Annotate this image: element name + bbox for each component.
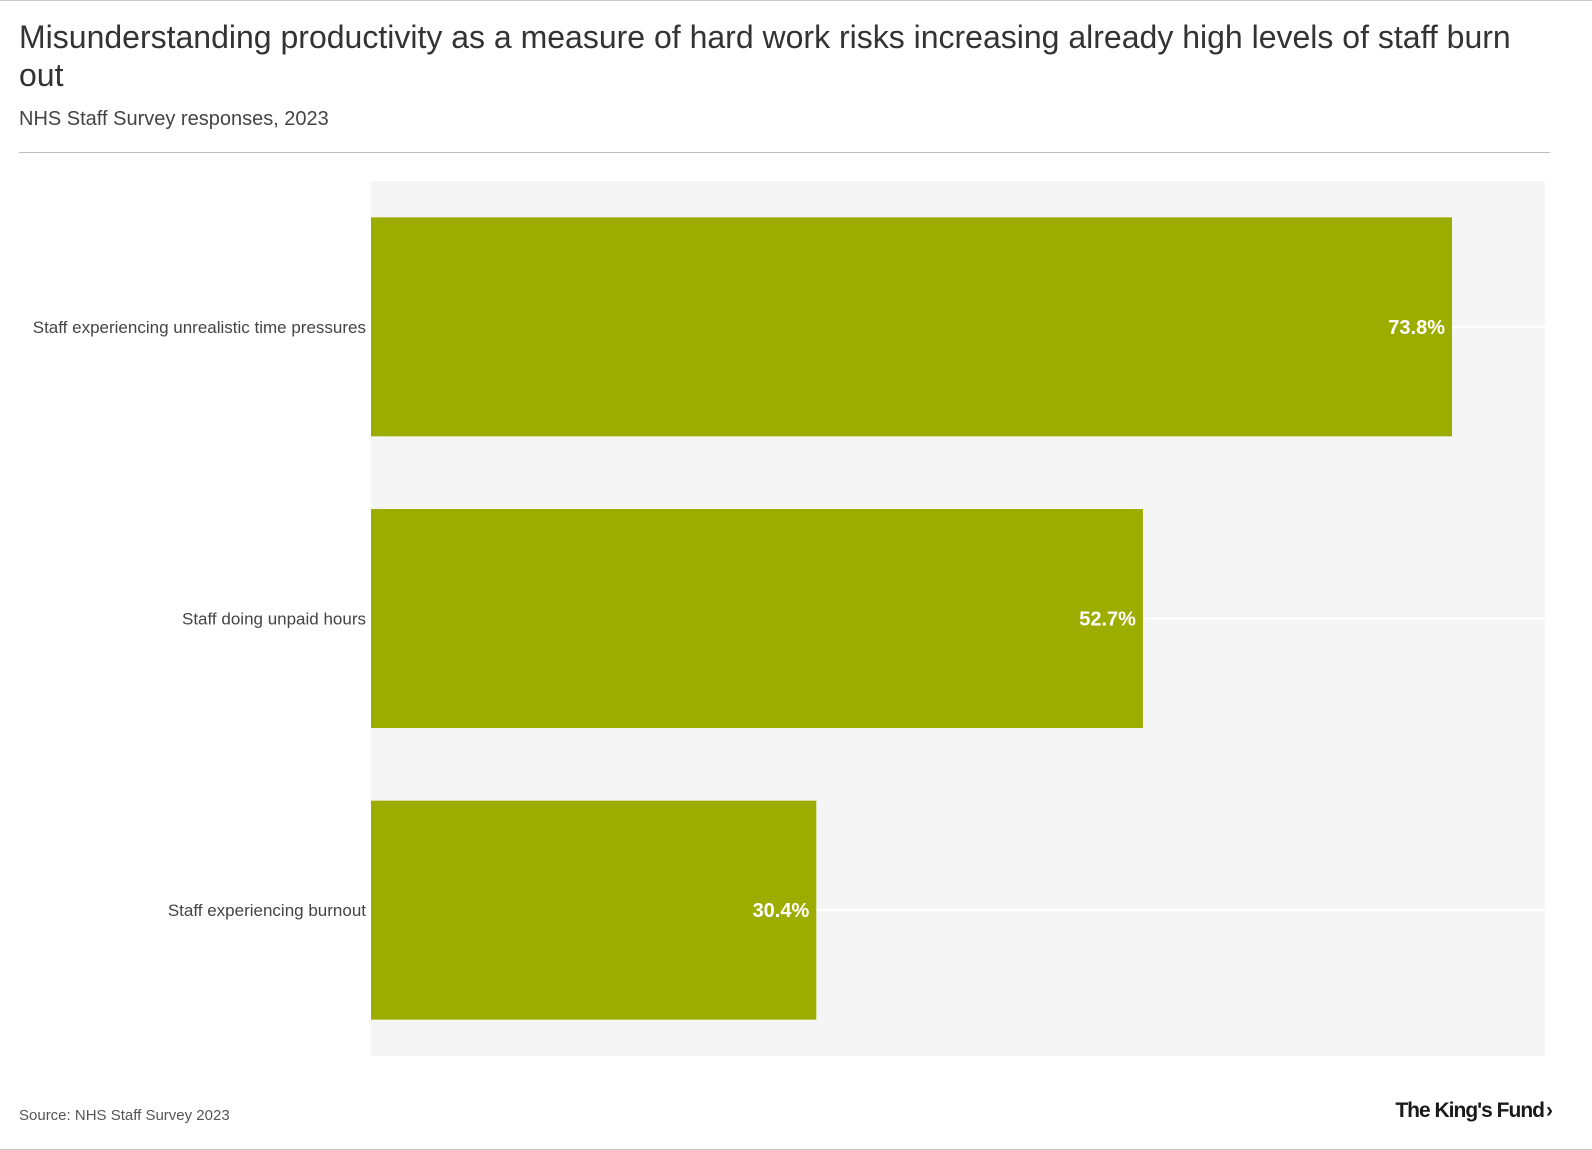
- logo-chevron-icon: ›: [1546, 1099, 1553, 1122]
- frame-top-border: [0, 0, 1592, 1]
- data-label-1: 73.8%: [1388, 317, 1445, 339]
- source-note: Source: NHS Staff Survey 2023: [19, 1107, 230, 1124]
- bar-chart: Staff experiencing unrealistic time pres…: [32, 217, 1452, 1020]
- bar-1: [371, 217, 1452, 437]
- data-label-3: 30.4%: [753, 900, 810, 922]
- category-label-2: Staff doing unpaid hours: [182, 610, 366, 629]
- category-label-1: Staff experiencing unrealistic time pres…: [33, 318, 366, 337]
- logo-text: The King's Fund: [1395, 1099, 1545, 1122]
- bar-3: [371, 800, 817, 1020]
- chart-title: Misunderstanding productivity as a measu…: [19, 19, 1511, 93]
- header-divider: [19, 152, 1550, 153]
- kings-fund-logo: The King's Fund›: [1395, 1098, 1553, 1124]
- chart-subtitle: NHS Staff Survey responses, 2023: [19, 108, 329, 130]
- data-label-2: 52.7%: [1079, 609, 1136, 631]
- bar-2: [371, 509, 1143, 728]
- category-label-3: Staff experiencing burnout: [168, 901, 366, 920]
